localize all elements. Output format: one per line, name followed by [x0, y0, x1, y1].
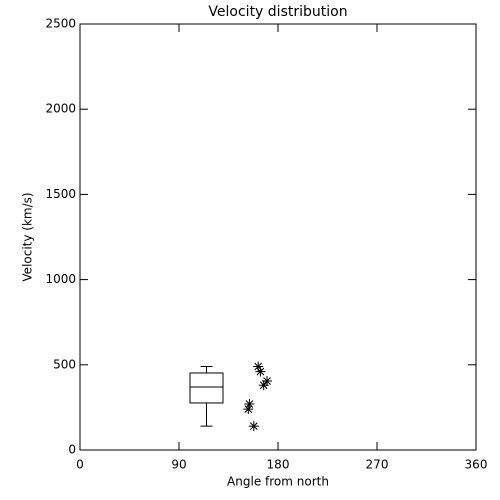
y-tick-label: 0: [68, 443, 76, 457]
scatter-point: [255, 366, 266, 377]
x-tick-label: 0: [76, 458, 84, 472]
box: [189, 372, 224, 404]
y-tick-label: 1500: [45, 187, 76, 201]
scatter-point: [258, 380, 269, 391]
y-tick-label: 2000: [45, 102, 76, 116]
y-tick-label: 500: [53, 357, 76, 371]
x-tick-label: 270: [366, 458, 389, 472]
scatter-point: [248, 421, 259, 432]
y-tick-label: 1000: [45, 272, 76, 286]
x-tick-label: 360: [465, 458, 488, 472]
y-tick-label: 2500: [45, 17, 76, 31]
scatter-point: [253, 361, 264, 372]
y-axis-label: Velocity (km/s): [21, 192, 35, 281]
scatter-point: [243, 404, 254, 415]
x-axis-label: Angle from north: [227, 475, 329, 489]
scatter-point: [244, 398, 255, 409]
x-tick-label: 90: [171, 458, 186, 472]
scatter-point: [262, 375, 272, 386]
x-tick-label: 180: [267, 458, 290, 472]
chart-title: Velocity distribution: [208, 4, 347, 20]
